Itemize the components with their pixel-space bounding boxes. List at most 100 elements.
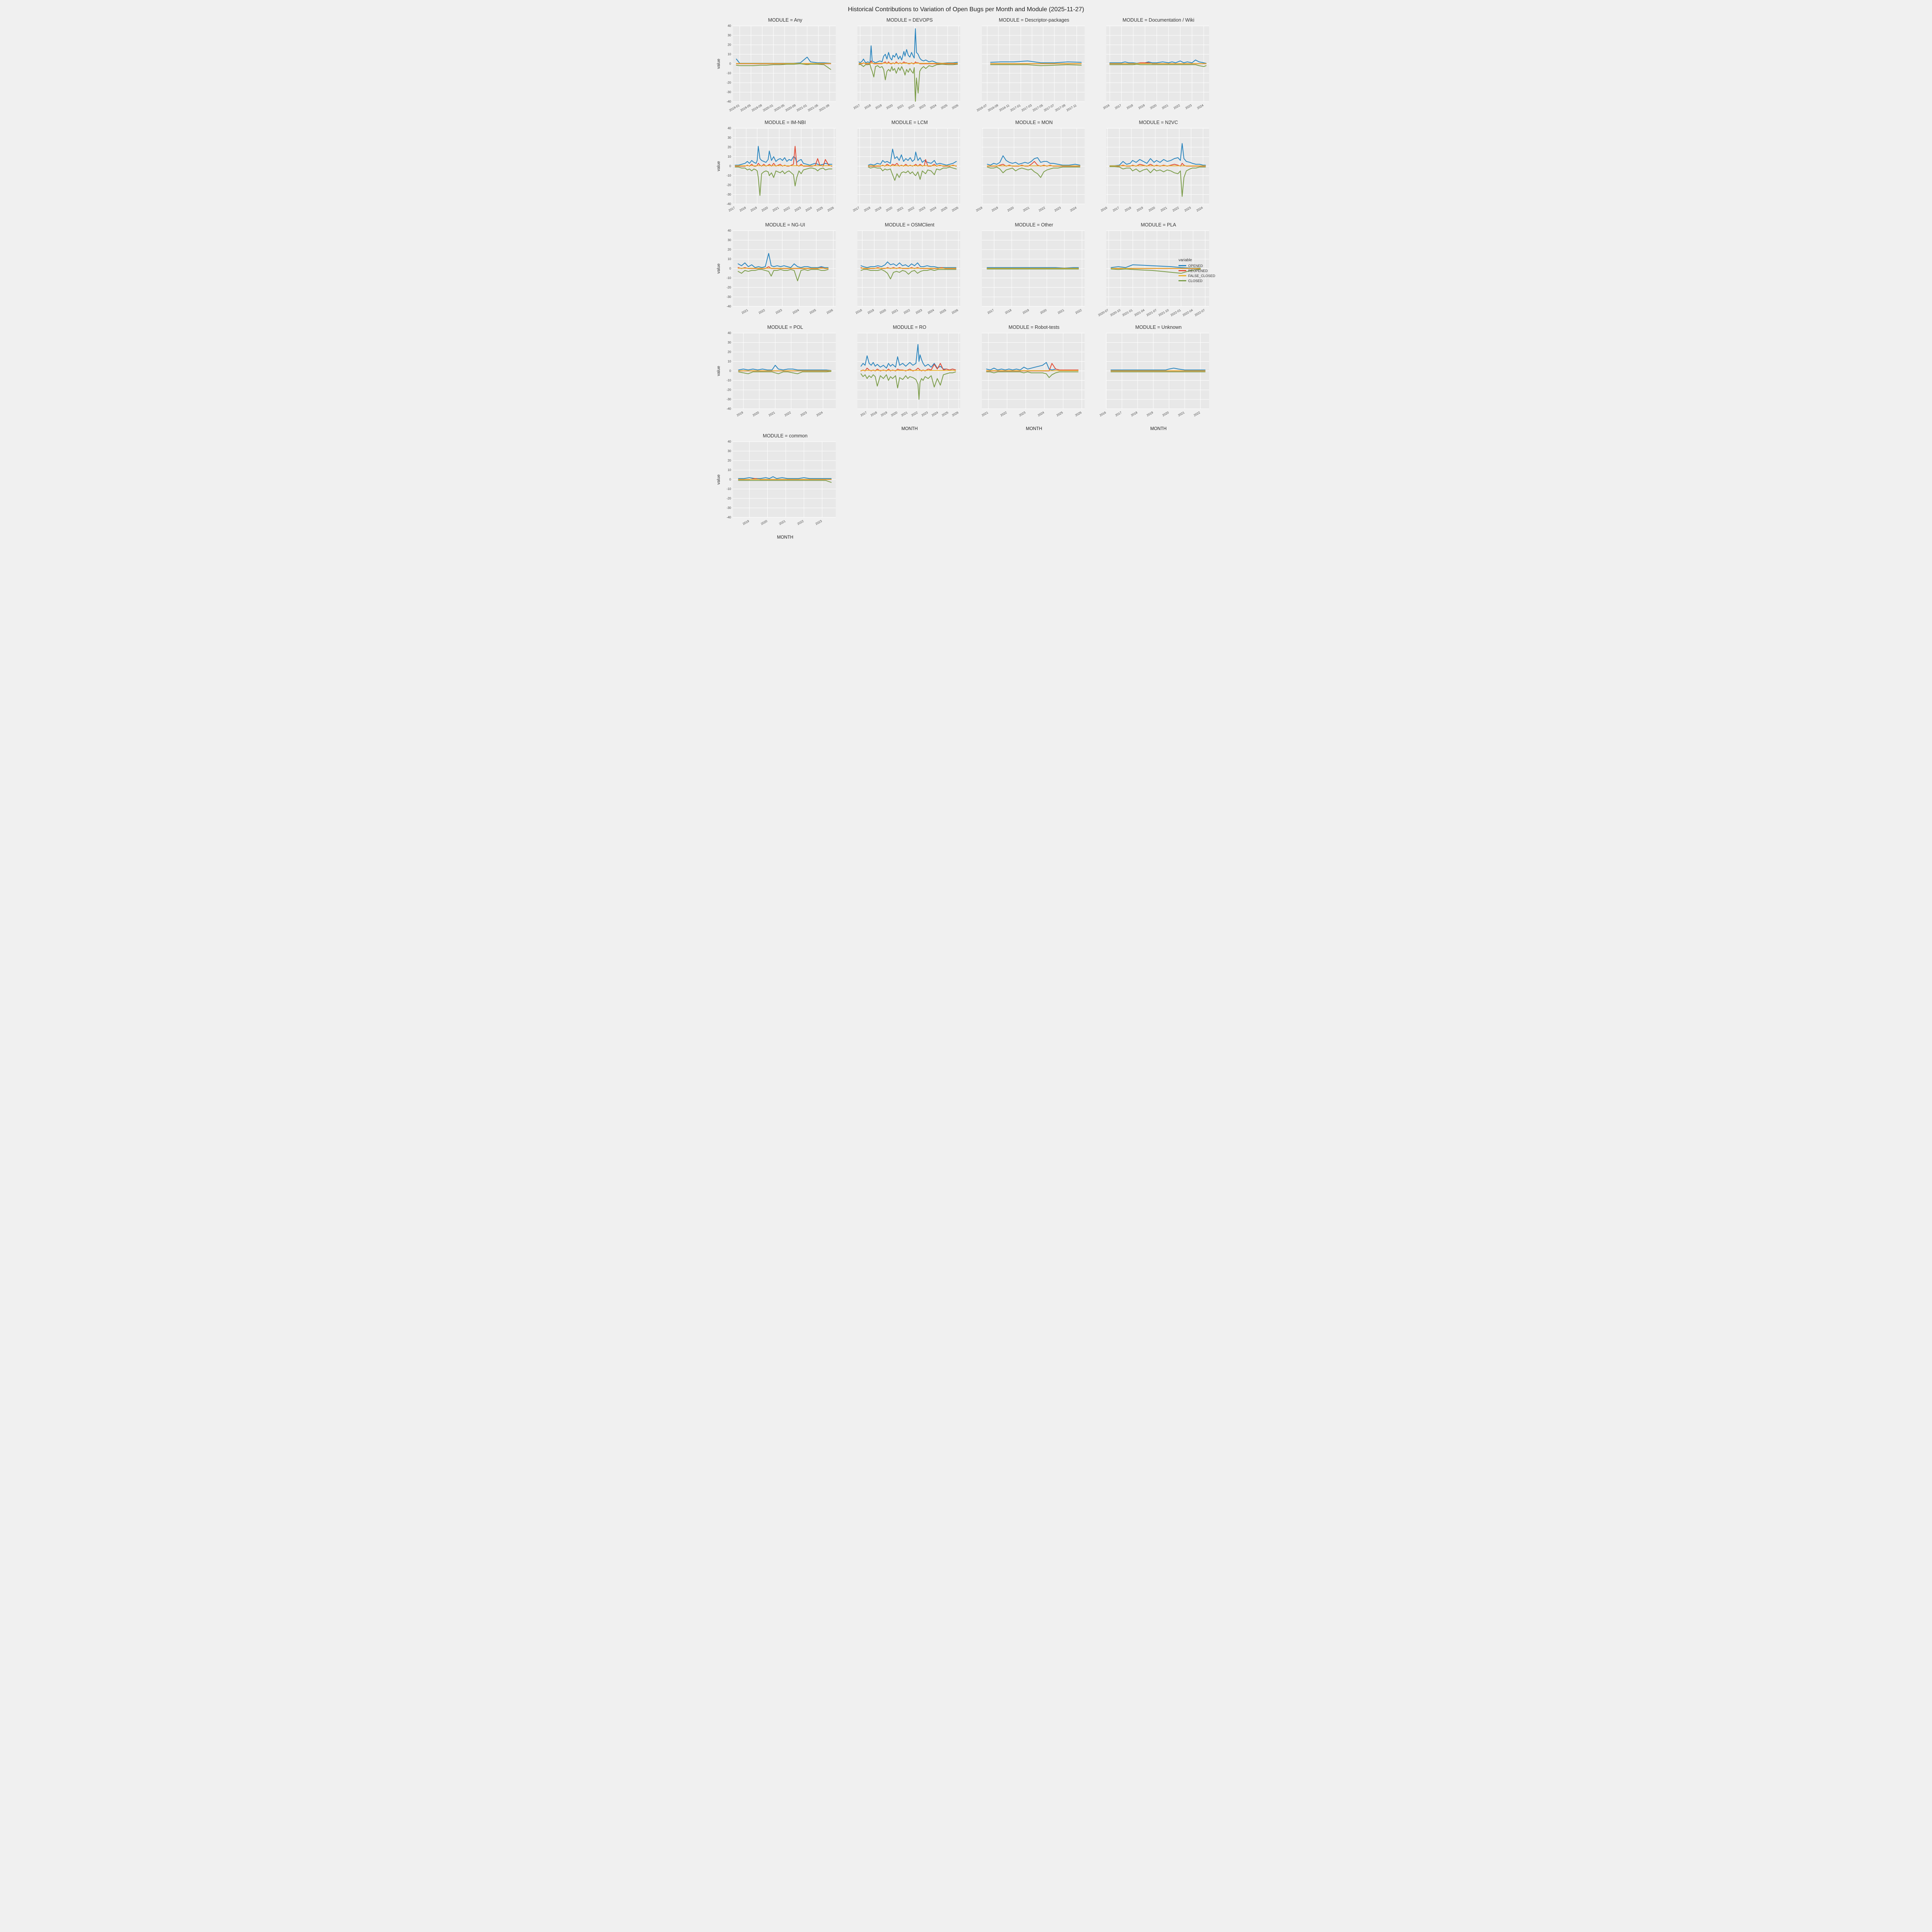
x-tick-label: 2022 (758, 308, 766, 315)
x-tick-label: 2020 (885, 206, 893, 213)
facet-title: MODULE = PLA (1141, 222, 1176, 228)
x-tick-label: 2020 (761, 206, 769, 213)
x-tick-label: 2016 (1100, 206, 1108, 213)
x-tick-label: 2017 (853, 104, 861, 110)
facet-lcm: MODULE = LCM 2017 2018 2019 2020 2021 2022 2023… (840, 119, 965, 222)
x-tick-label: 2017 (1115, 411, 1122, 417)
x-tick-label: 2017 (852, 206, 860, 213)
facet-any: MODULE = Any -40 -30 -20 -10 0 10 20 30 40 2019-01… (716, 17, 840, 119)
series-line-opened (1111, 367, 1206, 371)
plot-ro: 2017 2018 2019 2020 2021 2022 2023 2024 2025 2026 (857, 333, 960, 417)
x-tick-label: 2019 (750, 206, 758, 213)
x-tick-label: 2023 (800, 411, 808, 417)
x-tick-label: 2024 (1070, 206, 1077, 213)
x-tick-label: 2019 (874, 206, 882, 213)
y-tick-label: 30 (728, 449, 731, 453)
y-tick-label: 0 (730, 478, 731, 481)
x-tick-label: 2025 (939, 308, 947, 315)
x-tick-label: 2019-01 (729, 104, 740, 112)
x-tick-label: 2021 (896, 104, 904, 110)
x-tick-label: 2018 (870, 411, 878, 417)
y-tick-label: -30 (726, 295, 731, 299)
x-tick-label: 2016-09 (987, 104, 999, 112)
x-tick-label: 2019 (875, 104, 883, 110)
x-tick-label: 2022 (1000, 411, 1007, 417)
series-line-closed (738, 371, 832, 374)
series-line-closed (738, 480, 832, 483)
y-axis-label: value (716, 366, 721, 376)
legend-label: CLOSED (1188, 279, 1202, 283)
y-tick-label: -10 (726, 71, 731, 75)
y-tick-label: -10 (726, 379, 731, 382)
x-tick-label: 2020 (1162, 411, 1170, 417)
legend-entry-closed: CLOSED (1178, 278, 1215, 283)
y-tick-label: 10 (728, 468, 731, 472)
series-line-opened (990, 60, 1082, 63)
y-tick-label: 30 (728, 34, 731, 37)
facet-title: MODULE = N2VC (1139, 120, 1178, 125)
plot-any: -40 -30 -20 -10 0 10 20 30 40 2019-01 2019-05 2019-… (716, 24, 836, 112)
x-tick-label: 2023 (921, 411, 929, 417)
facet-title: MODULE = LCM (891, 120, 928, 125)
facet-title: MODULE = IM-NBI (764, 120, 806, 125)
x-tick-label: 2017-07 (1043, 104, 1055, 112)
y-tick-label: 40 (728, 24, 731, 28)
x-tick-label: 2021-07 (1146, 308, 1157, 317)
x-tick-label: 2020 (1039, 308, 1047, 315)
y-tick-label: -40 (726, 202, 731, 206)
x-tick-label: 2017-05 (1032, 104, 1044, 112)
facet-title: MODULE = DEVOPS (886, 17, 933, 23)
plot-mon: 2018 2019 2020 2021 2022 2023 2024 (975, 128, 1085, 213)
x-axis-label: MONTH (1150, 427, 1167, 431)
plot-pla: 2020-07 2020-10 2021-01 2021-04 2021-07 2021-… (1097, 230, 1209, 317)
x-tick-label: 2023 (1019, 411, 1026, 417)
x-tick-label: 2020 (1150, 104, 1157, 110)
x-tick-label: 2017-11 (1066, 104, 1077, 112)
y-tick-label: 20 (728, 43, 731, 47)
facet-title: MODULE = POL (767, 325, 803, 330)
facet-title: MODULE = Other (1015, 222, 1053, 228)
facet-mon: MODULE = MON 2018 2019 2020 2021 2022 2023 2024 (965, 119, 1089, 222)
x-tick-label: 2018 (864, 104, 871, 110)
series-line-closed (1111, 269, 1201, 274)
x-tick-label: 2021 (896, 206, 904, 213)
x-tick-label: 2019 (1022, 308, 1030, 315)
x-tick-label: 2020-05 (774, 104, 785, 112)
plot-pol: -40 -30 -20 -10 0 10 20 30 40 2019 2020 2021 2022 202… (716, 332, 836, 417)
x-tick-label: 2021-05 (807, 104, 819, 112)
y-tick-label: 10 (728, 155, 731, 158)
plot-lcm: 2017 2018 2019 2020 2021 2022 2023 2024 2025 2026 (852, 128, 960, 213)
y-tick-label: -10 (726, 487, 731, 491)
facet-grid: MODULE = Any -40 -30 -20 -10 0 10 20 30 40 2019-01… (714, 17, 1218, 541)
y-tick-label: 0 (730, 62, 731, 66)
facet-common: MODULE = common -40 -30 -20 -10 0 10 20 30 40 2019… (716, 433, 840, 541)
x-tick-label: 2019 (1146, 411, 1154, 417)
plot-common: -40 -30 -20 -10 0 10 20 30 40 2019 2020 2021 2022 202… (716, 440, 836, 526)
x-tick-label: 2026 (951, 308, 959, 315)
y-axis-label: value (716, 59, 721, 69)
facet-title: MODULE = MON (1015, 120, 1053, 125)
x-tick-label: 2024 (931, 411, 939, 417)
y-tick-label: -20 (726, 184, 731, 187)
x-tick-label: 2021-01 (796, 104, 808, 112)
x-tick-label: 2020 (1007, 206, 1014, 213)
x-tick-label: 2020 (752, 411, 760, 417)
x-tick-label: 2020 (879, 308, 887, 315)
x-tick-label: 2021 (1160, 206, 1168, 213)
x-tick-label: 2023 (794, 206, 801, 213)
x-tick-label: 2019 (736, 411, 744, 417)
facet-robot-tests: MODULE = Robot-tests 2021 2022 2023 2024 2025… (965, 324, 1089, 433)
facet-title: MODULE = Unknown (1135, 325, 1182, 330)
legend-swatch-reopened (1178, 270, 1186, 271)
series-line-opened (1111, 264, 1201, 269)
x-tick-label: 2023 (1185, 104, 1192, 110)
x-tick-label: 2022 (1193, 411, 1201, 417)
plot-other: 2017 2018 2019 2020 2021 2022 (982, 230, 1085, 315)
series-line-closed (859, 64, 958, 102)
x-tick-label: 2021 (772, 206, 780, 213)
x-tick-label: 2024 (816, 411, 823, 417)
x-tick-label: 2021-01 (1122, 308, 1133, 317)
series-line-closed (736, 63, 831, 70)
x-tick-label: 2023 (1054, 206, 1061, 213)
x-tick-label: 2022 (784, 411, 792, 417)
